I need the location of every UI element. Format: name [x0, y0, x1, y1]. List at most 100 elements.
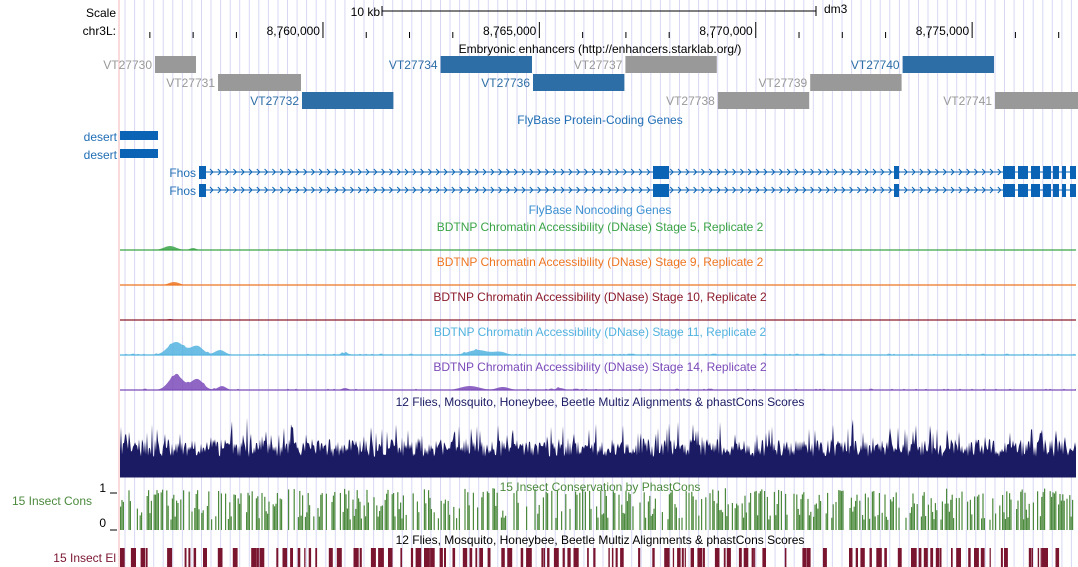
- elements-side-label[interactable]: 15 Insect El: [53, 551, 116, 565]
- enhancer-feature[interactable]: [155, 56, 196, 73]
- exon[interactable]: [1031, 184, 1040, 197]
- strand-arrow: [396, 168, 401, 176]
- protein-coding-track[interactable]: FlyBase Protein-Coding Genes desert dese…: [84, 113, 1076, 198]
- exon[interactable]: [1018, 184, 1028, 197]
- exon[interactable]: [660, 166, 669, 179]
- enhancers-track-title[interactable]: Embryonic enhancers (http://enhancers.st…: [459, 42, 742, 56]
- exon[interactable]: [1062, 184, 1066, 197]
- enhancer-feature[interactable]: [902, 56, 994, 73]
- exon[interactable]: [653, 166, 660, 179]
- phastcons-bar: [936, 510, 938, 530]
- conserved-element: [751, 548, 754, 567]
- strand-arrow: [396, 186, 401, 194]
- exon[interactable]: [1062, 166, 1066, 179]
- dnase-stage9-signal[interactable]: [120, 282, 1076, 286]
- strand-arrow: [966, 186, 971, 194]
- gene-desert-2[interactable]: desert: [84, 148, 158, 162]
- dnase-stage5-signal[interactable]: [120, 246, 1076, 251]
- elements-track-title[interactable]: 12 Flies, Mosquito, Honeybee, Beetle Mul…: [396, 533, 805, 547]
- enhancer-feature[interactable]: [810, 74, 902, 91]
- phastcons-signal[interactable]: [120, 488, 1074, 530]
- exon[interactable]: [653, 184, 660, 197]
- dnase-tracks[interactable]: BDTNP Chromatin Accessibility (DNase) St…: [120, 220, 1076, 391]
- dnase-stage14-signal[interactable]: [120, 373, 1076, 391]
- enhancer-feature[interactable]: [717, 92, 810, 109]
- exon[interactable]: [1053, 184, 1059, 197]
- base-position-ruler[interactable]: Scale chr3L: 10 kb dm3 8,760,000 8,765,00…: [83, 2, 1060, 38]
- enhancer-vt27731[interactable]: VT27731: [166, 74, 301, 91]
- dnase-stage10-title[interactable]: BDTNP Chromatin Accessibility (DNase) St…: [433, 290, 767, 304]
- phastcons-bar: [1027, 517, 1029, 530]
- gene-feature[interactable]: [199, 166, 1076, 179]
- gene-feature[interactable]: [120, 149, 158, 158]
- enhancer-vt27739[interactable]: VT27739: [758, 74, 902, 91]
- phastcons-bar: [695, 499, 697, 530]
- enhancer-vt27737[interactable]: VT27737: [574, 56, 717, 73]
- phastcons-bar: [267, 513, 269, 530]
- protein-coding-track-title[interactable]: FlyBase Protein-Coding Genes: [517, 113, 682, 127]
- phastcons-bar: [317, 508, 319, 530]
- enhancer-vt27732[interactable]: VT27732: [250, 92, 394, 109]
- exon[interactable]: [1043, 166, 1051, 179]
- gene-fhos-1[interactable]: Fhos: [169, 166, 1076, 180]
- dnase-stage11-title[interactable]: BDTNP Chromatin Accessibility (DNase) St…: [434, 325, 767, 339]
- phastcons-bar: [995, 513, 997, 530]
- strand-arrow: [498, 186, 503, 194]
- dnase-stage14-title[interactable]: BDTNP Chromatin Accessibility (DNase) St…: [433, 360, 767, 374]
- enhancer-feature[interactable]: [625, 56, 717, 73]
- exon[interactable]: [1031, 166, 1040, 179]
- conserved-elements[interactable]: [120, 548, 1060, 567]
- enhancer-vt27740[interactable]: VT27740: [851, 56, 994, 73]
- exon[interactable]: [1070, 184, 1076, 197]
- strand-arrow: [467, 186, 472, 194]
- enhancer-vt27736[interactable]: VT27736: [481, 74, 625, 91]
- enhancer-feature[interactable]: [302, 92, 394, 109]
- phastcons-bar: [731, 503, 733, 530]
- phastcons-bar: [265, 511, 267, 530]
- dnase-stage9-title[interactable]: BDTNP Chromatin Accessibility (DNase) St…: [437, 255, 764, 269]
- exon[interactable]: [894, 184, 899, 197]
- exon[interactable]: [1043, 184, 1051, 197]
- exon[interactable]: [1003, 166, 1015, 179]
- exon[interactable]: [660, 184, 669, 197]
- strand-arrow: [630, 186, 635, 194]
- phastcons-bar: [1023, 519, 1025, 530]
- phastcons-bar: [274, 506, 276, 530]
- enhancer-feature[interactable]: [218, 74, 301, 91]
- gene-feature[interactable]: [199, 184, 1076, 197]
- enhancer-vt27734[interactable]: VT27734: [389, 56, 532, 73]
- enhancer-feature[interactable]: [995, 92, 1078, 109]
- phastcons-bar: [864, 493, 866, 530]
- multiz-track-title[interactable]: 12 Flies, Mosquito, Honeybee, Beetle Mul…: [396, 395, 805, 409]
- exon[interactable]: [1003, 184, 1015, 197]
- exon[interactable]: [1018, 166, 1028, 179]
- enhancer-vt27741[interactable]: VT27741: [943, 92, 1078, 109]
- phastcons-bar: [381, 505, 383, 530]
- exon[interactable]: [1070, 166, 1076, 179]
- noncoding-track-title[interactable]: FlyBase Noncoding Genes: [529, 203, 672, 217]
- gene-desert-1[interactable]: desert: [84, 130, 158, 144]
- enhancer-label: VT27730: [103, 58, 152, 72]
- exon[interactable]: [894, 166, 899, 179]
- phastcons-bar: [618, 494, 620, 530]
- enhancer-vt27730[interactable]: VT27730: [103, 56, 196, 73]
- dnase-stage10-signal[interactable]: [120, 319, 1076, 321]
- enhancer-feature[interactable]: [440, 56, 532, 73]
- strand-arrow: [794, 186, 799, 194]
- conserved-element: [611, 548, 614, 567]
- exon[interactable]: [1053, 166, 1059, 179]
- phastcons-bar: [503, 517, 505, 530]
- dnase-stage11-signal[interactable]: [120, 342, 1076, 356]
- enhancer-feature[interactable]: [533, 74, 625, 91]
- phastcons-track-title[interactable]: 15 Insect Conservation by PhastCons: [500, 480, 701, 494]
- enhancers-track[interactable]: Embryonic enhancers (http://enhancers.st…: [103, 42, 1078, 109]
- gene-feature[interactable]: [120, 131, 158, 140]
- gene-fhos-2[interactable]: Fhos: [169, 184, 1076, 198]
- phastcons-side-label[interactable]: 15 Insect Cons: [12, 494, 92, 508]
- phastcons-bar: [171, 498, 173, 530]
- strand-arrow: [623, 186, 628, 194]
- multiz-conservation-signal[interactable]: [120, 417, 1076, 478]
- dnase-stage5-title[interactable]: BDTNP Chromatin Accessibility (DNase) St…: [437, 220, 764, 234]
- enhancer-vt27738[interactable]: VT27738: [666, 92, 810, 109]
